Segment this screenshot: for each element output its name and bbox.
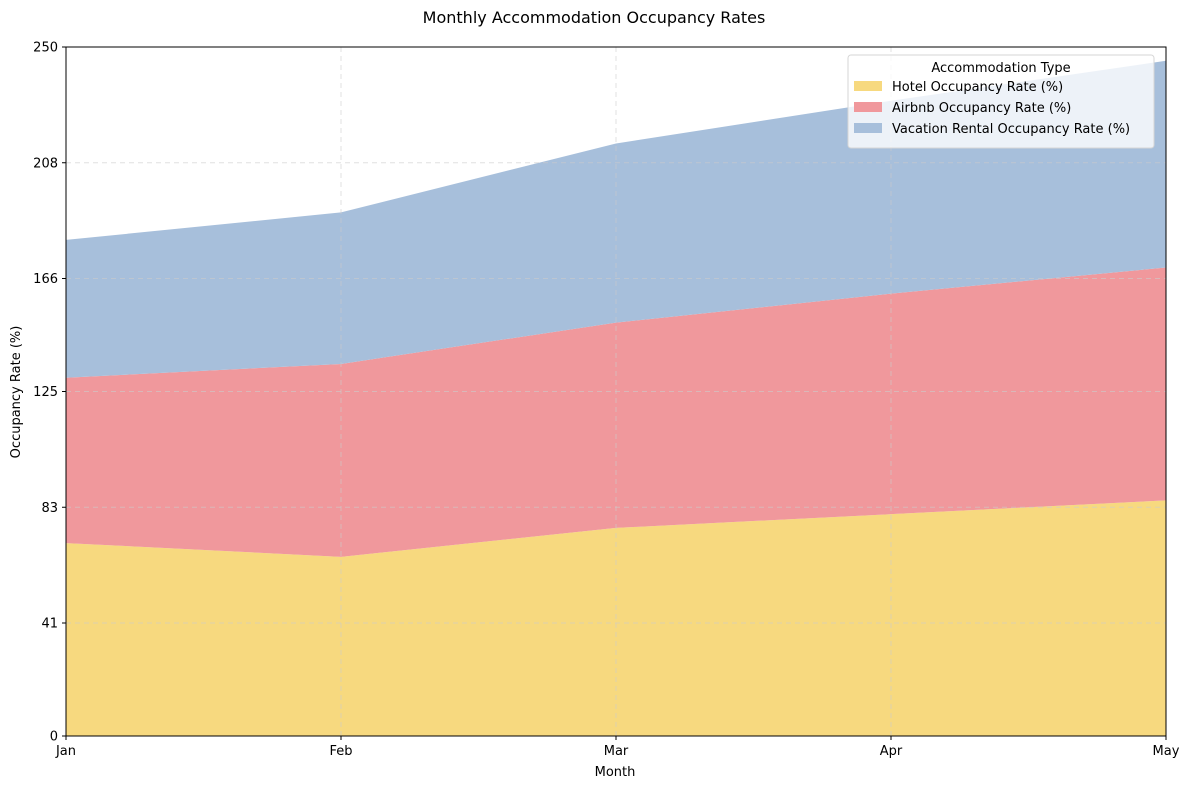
y-tick-label: 83 <box>41 501 58 516</box>
y-tick-label: 0 <box>50 730 58 745</box>
legend-title: Accommodation Type <box>931 61 1070 76</box>
y-axis-label: Occupancy Rate (%) <box>9 326 24 459</box>
chart-title: Monthly Accommodation Occupancy Rates <box>423 8 766 27</box>
plot-area <box>66 47 1166 736</box>
y-tick-label: 250 <box>33 41 58 56</box>
y-tick-label: 41 <box>41 617 58 632</box>
legend-box <box>847 54 1155 149</box>
legend-entry-label: Hotel Occupancy Rate (%) <box>892 80 1063 95</box>
x-tick-label: Apr <box>880 744 903 759</box>
x-tick-label: Mar <box>604 744 629 759</box>
legend-swatch <box>854 102 882 112</box>
x-tick-label: May <box>1153 744 1180 759</box>
legend-entry-label: Airbnb Occupancy Rate (%) <box>892 101 1071 116</box>
y-tick-label: 166 <box>33 272 58 287</box>
legend-swatch <box>854 81 882 91</box>
legend: Accommodation Type Hotel Occupancy Rate (… <box>847 54 1155 149</box>
legend-entry-label: Vacation Rental Occupancy Rate (%) <box>892 122 1130 137</box>
x-axis-label: Month <box>595 765 636 780</box>
y-tick-label: 125 <box>33 385 58 400</box>
x-tick-label: Feb <box>329 744 352 759</box>
legend-swatch <box>854 123 882 133</box>
y-tick-label: 208 <box>33 156 58 171</box>
axes: 0 41 83 125 166 208 250 Jan Feb Mar Apr May <box>33 41 1180 760</box>
x-tick-label: Jan <box>55 744 76 759</box>
